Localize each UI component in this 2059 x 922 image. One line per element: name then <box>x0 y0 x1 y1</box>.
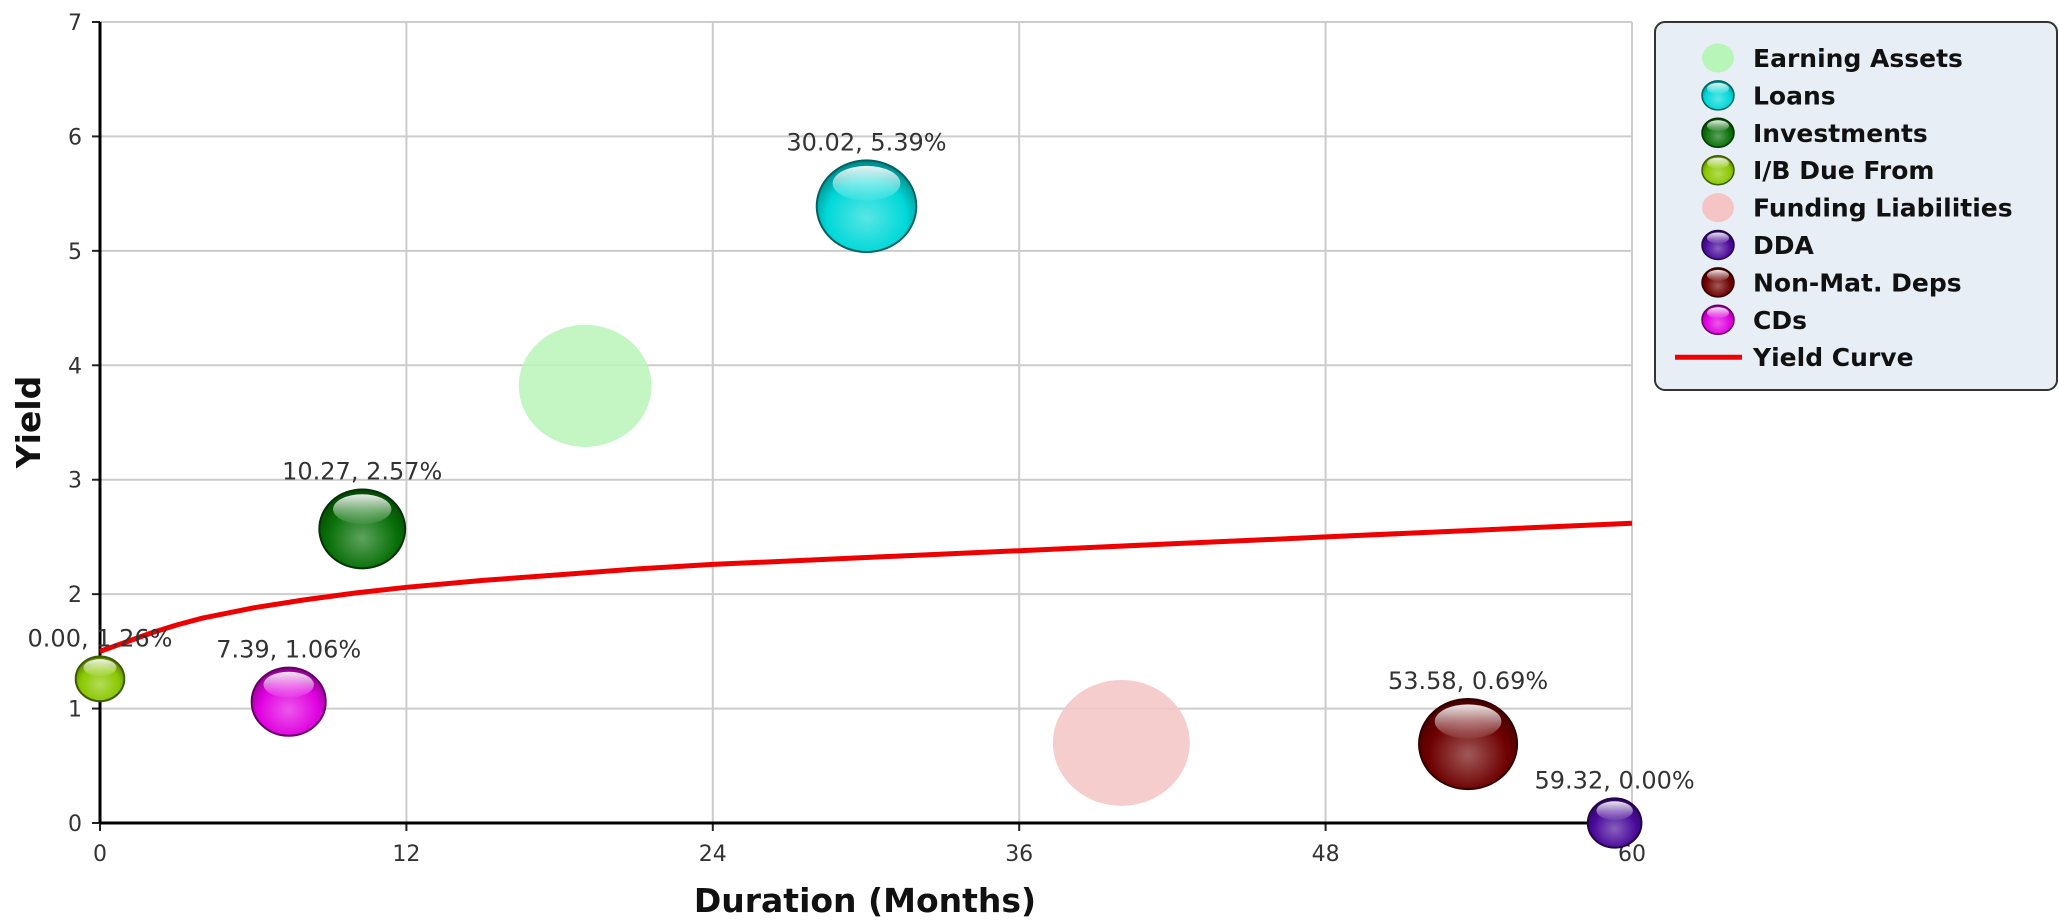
bubble-funding-liabilities <box>1052 679 1190 806</box>
legend-swatch <box>1702 193 1734 223</box>
legend-swatch <box>1702 43 1734 73</box>
y-tick-label: 5 <box>68 240 82 265</box>
y-tick-label: 4 <box>68 354 82 379</box>
bubble-highlight <box>333 494 392 525</box>
legend-label: Earning Assets <box>1753 44 1963 73</box>
y-tick-label: 3 <box>68 469 82 494</box>
legend-label: Funding Liabilities <box>1753 194 2013 223</box>
legend-label: I/B Due From <box>1753 156 1934 185</box>
legend-box <box>1654 21 2058 391</box>
bubble-investments <box>318 488 407 570</box>
legend-item-dda: DDA <box>1701 229 1815 261</box>
bubble-earning-assets <box>518 324 652 447</box>
bubble-i-b-due-from <box>74 655 126 703</box>
bubble-non-mat-deps <box>1418 697 1519 791</box>
x-tick-label: 36 <box>1005 842 1033 867</box>
data-label-i-b-due-from: 0.00, 1.26% <box>28 625 173 653</box>
legend-label: Yield Curve <box>1752 343 1914 372</box>
legend-item-investments: Investments <box>1701 117 1928 149</box>
x-tick-label: 0 <box>93 842 107 867</box>
legend: Earning Assets Loans Investments I/B Due Fr… <box>1654 21 2058 391</box>
y-tick-label: 0 <box>68 812 82 837</box>
legend-swatch-highlight <box>1707 269 1729 281</box>
legend-item-funding-liabilities: Funding Liabilities <box>1702 193 2013 223</box>
y-tick-label: 2 <box>68 583 82 608</box>
legend-label: Non-Mat. Deps <box>1753 268 1962 297</box>
legend-item-loans: Loans <box>1701 80 1836 111</box>
y-tick-label: 7 <box>68 11 82 36</box>
bubble-highlight <box>832 165 901 201</box>
legend-label: Investments <box>1753 119 1928 148</box>
legend-swatch-highlight <box>1707 82 1729 94</box>
bubble-body <box>1052 679 1190 806</box>
data-label-cds: 7.39, 1.06% <box>216 636 361 664</box>
bubble-highlight <box>1596 801 1633 821</box>
bubble-loans <box>815 159 918 254</box>
x-tick-label: 24 <box>699 842 727 867</box>
legend-item-earning-assets: Earning Assets <box>1702 43 1963 73</box>
bubble-dda <box>1586 797 1643 849</box>
yield-curve-line <box>99 520 1633 654</box>
x-axis-title: Duration (Months) <box>694 881 1036 920</box>
data-label-dda: 59.32, 0.00% <box>1535 766 1695 794</box>
legend-item-i-b-due-from: I/B Due From <box>1701 154 1934 186</box>
legend-swatch-highlight <box>1707 120 1729 132</box>
legend-swatch-highlight <box>1707 307 1729 319</box>
bubble-body <box>518 324 652 447</box>
legend-label: DDA <box>1753 231 1815 260</box>
legend-label: CDs <box>1753 306 1807 335</box>
bubble-highlight <box>263 671 314 698</box>
legend-swatch-highlight <box>1707 157 1729 169</box>
data-labels-layer: 30.02, 5.39% 10.27, 2.57% 0.00, 1.26% 59.32… <box>28 128 1695 794</box>
bubble-cds <box>250 666 327 737</box>
legend-swatch-highlight <box>1707 232 1729 244</box>
y-tick-label: 1 <box>68 698 82 723</box>
legend-item-yield-curve: Yield Curve <box>1675 343 1914 372</box>
legend-item-cds: CDs <box>1701 304 1807 336</box>
bubbles-layer <box>74 159 1643 849</box>
y-tick-label: 6 <box>68 125 82 150</box>
x-tick-label: 12 <box>392 842 420 867</box>
data-label-investments: 10.27, 2.57% <box>282 457 442 485</box>
data-label-loans: 30.02, 5.39% <box>786 128 946 156</box>
y-axis-title: Yield <box>9 376 48 470</box>
bubble-highlight <box>83 659 117 677</box>
legend-label: Loans <box>1753 81 1836 110</box>
data-label-non-mat-deps: 53.58, 0.69% <box>1388 667 1548 695</box>
legend-item-non-mat-deps: Non-Mat. Deps <box>1701 267 1962 298</box>
yield-curve-layer <box>99 520 1633 654</box>
bubble-highlight <box>1434 704 1502 739</box>
x-tick-label: 48 <box>1312 842 1340 867</box>
